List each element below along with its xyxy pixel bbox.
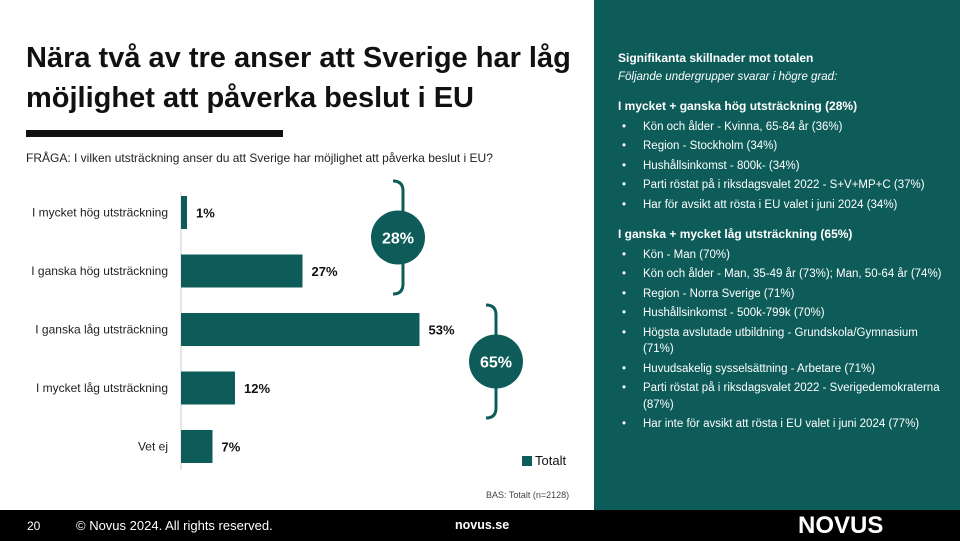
panel-subheading: Följande undergrupper svarar i högre gra… — [618, 70, 838, 83]
category-label: I ganska låg utsträckning — [35, 323, 168, 337]
bracket-low: 65% — [469, 303, 523, 420]
bracket-high: 28% — [371, 179, 425, 296]
bracket-circle — [371, 210, 425, 265]
data-label: 27% — [312, 264, 338, 279]
list-item: Hushållsinkomst - 500k-799k (70%) — [618, 305, 944, 322]
panel-heading: Signifikanta skillnader mot totalen — [618, 51, 814, 65]
bar — [181, 254, 303, 288]
slide-title: Nära två av tre anser att Sverige har lå… — [26, 42, 571, 114]
list-item: Huvudsakelig sysselsättning - Arbetare (… — [618, 361, 944, 378]
list-item: Region - Stockholm (34%) — [618, 138, 944, 155]
list-item: Parti röstat på i riksdagsvalet 2022 - S… — [618, 177, 944, 194]
bracket-total: 65% — [480, 355, 512, 372]
data-label: 53% — [429, 323, 455, 338]
bars-layer: I mycket hög utsträckning 1% I ganska hög … — [31, 192, 455, 470]
site-link[interactable]: novus.se — [455, 518, 510, 532]
list-item: Parti röstat på i riksdagsvalet 2022 - S… — [618, 380, 944, 413]
list-item: Hushållsinkomst - 800k- (34%) — [618, 158, 944, 175]
list-item: Har inte för avsikt att rösta i EU valet… — [618, 416, 944, 433]
legend-swatch — [522, 456, 532, 466]
list-item: Högsta avslutade utbildning - Grundskola… — [618, 325, 944, 358]
data-label: 7% — [222, 440, 241, 455]
data-label: 12% — [244, 381, 270, 396]
copyright: © Novus 2024. All rights reserved. — [76, 518, 273, 533]
brackets-layer: 28% 65% — [371, 179, 523, 420]
category-label: Vet ej — [138, 440, 168, 454]
title-underline — [26, 130, 283, 137]
bar — [181, 371, 235, 405]
list-item: Kön och ålder - Kvinna, 65-84 år (36%) — [618, 119, 944, 136]
group-low-title: I ganska + mycket låg utsträckning (65%) — [618, 227, 853, 241]
group-high-title: I mycket + ganska hög utsträckning (28%) — [618, 99, 858, 113]
group-high-list: Kön och ålder - Kvinna, 65-84 år (36%) R… — [618, 119, 944, 214]
footer: 20 © Novus 2024. All rights reserved. no… — [0, 510, 960, 541]
category-label: I mycket hög utsträckning — [32, 206, 168, 220]
novus-logo: NOVUS — [798, 512, 884, 539]
significance-panel: Signifikanta skillnader mot totalen Följ… — [594, 0, 960, 510]
page-number: 20 — [27, 519, 41, 533]
bracket-total: 28% — [382, 231, 414, 248]
bar — [181, 313, 420, 346]
list-item: Region - Norra Sverige (71%) — [618, 286, 944, 303]
legend-label: Totalt — [535, 453, 567, 468]
category-label: I mycket låg utsträckning — [36, 381, 168, 395]
bracket-circle — [469, 334, 523, 389]
category-label: I ganska hög utsträckning — [31, 264, 168, 278]
data-label: 1% — [196, 206, 215, 221]
bar — [181, 196, 187, 229]
survey-question: FRÅGA: I vilken utsträckning anser du at… — [26, 151, 493, 165]
list-item: Har för avsikt att rösta i EU valet i ju… — [618, 197, 944, 214]
base-note: BAS: Totalt (n=2128) — [486, 490, 570, 500]
bar — [181, 430, 213, 463]
group-low-list: Kön - Man (70%) Kön och ålder - Man, 35-… — [618, 247, 944, 433]
list-item: Kön - Man (70%) — [618, 247, 944, 264]
bar-chart: I mycket hög utsträckning 1% I ganska hög … — [31, 179, 523, 470]
list-item: Kön och ålder - Man, 35-49 år (73%); Man… — [618, 266, 944, 283]
